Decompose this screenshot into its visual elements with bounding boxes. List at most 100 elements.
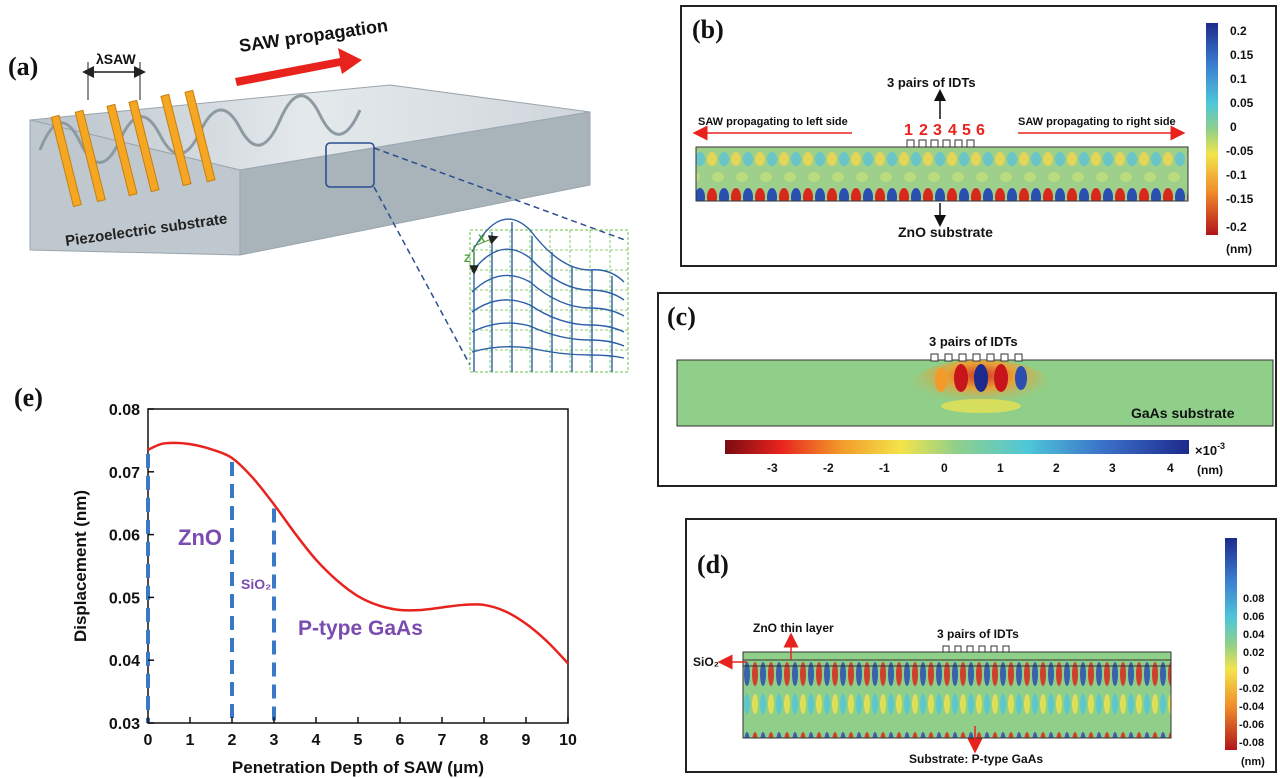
region-dividers xyxy=(146,453,276,723)
svg-text:-0.06: -0.06 xyxy=(1239,719,1264,731)
svg-text:0.1: 0.1 xyxy=(1230,72,1247,86)
svg-text:0.15: 0.15 xyxy=(1230,48,1254,62)
x-tick-label: 9 xyxy=(522,732,531,749)
panel-c-label: (c) xyxy=(667,302,696,331)
zoom-grid: X Z xyxy=(464,218,629,373)
svg-text:-0.02: -0.02 xyxy=(1239,683,1264,695)
svg-text:0.02: 0.02 xyxy=(1243,647,1264,659)
y-tick-label: 0.04 xyxy=(109,653,140,670)
svg-text:0.08: 0.08 xyxy=(1243,593,1264,605)
zno-substrate-field xyxy=(695,146,1189,202)
panel-b-figure: 1 2 3 4 5 6 3 pairs of IDTs SAW propagat… xyxy=(692,23,1254,256)
x-tick-label: 7 xyxy=(438,732,447,749)
svg-text:4: 4 xyxy=(1167,461,1174,475)
svg-text:5: 5 xyxy=(962,122,971,139)
displacement-curve xyxy=(147,441,569,665)
svg-text:-0.04: -0.04 xyxy=(1239,701,1265,713)
gaas-substrate-field-d xyxy=(742,651,1172,739)
svg-text:0.05: 0.05 xyxy=(1230,96,1254,110)
saw-schematic: λSAW SAW propagation Piezoelectric subst… xyxy=(29,15,629,373)
colorbar-c-unit: (nm) xyxy=(1197,463,1223,477)
colorbar-b-unit: (nm) xyxy=(1226,242,1252,256)
y-tick-label: 0.05 xyxy=(109,590,140,607)
displacement-chart: 0 1 2 3 4 5 6 7 8 9 10 0.03 0.04 0.05 0.06 0.07 0.08 Zn… xyxy=(71,402,577,777)
propagation-label: SAW propagation xyxy=(238,15,389,56)
svg-text:-0.2: -0.2 xyxy=(1226,220,1247,234)
zno-thin-layer-label: ZnO thin layer xyxy=(753,621,834,635)
right-propagation-label: SAW propagating to right side xyxy=(1018,116,1176,128)
y-axis-label: Displacement (nm) xyxy=(71,490,90,642)
zno-substrate-label: ZnO substrate xyxy=(898,224,993,240)
colorbar-b xyxy=(1206,23,1218,235)
idt-fingers xyxy=(50,89,216,208)
idt-electrodes-b xyxy=(906,139,975,148)
panel-e: (e) 0 1 2 3 4 5 6 7 8 9 10 0.03 0.04 0.05 0.06 0.07 0.0… xyxy=(0,375,610,778)
colorbar-c-scale: ×10-3 xyxy=(1195,441,1225,458)
region-label-sio2: SiO₂ xyxy=(241,576,271,592)
panel-d-figure: 3 pairs of IDTs ZnO thin layer SiO₂ Subs… xyxy=(693,538,1265,768)
zoom-box xyxy=(325,142,375,188)
svg-text:0: 0 xyxy=(1230,120,1237,134)
svg-text:1: 1 xyxy=(904,122,913,139)
gaas-substrate-label: GaAs substrate xyxy=(1131,405,1235,421)
colorbar-c-ticks: -3 -2 -1 0 1 2 3 4 xyxy=(767,461,1174,475)
y-tick-label: 0.03 xyxy=(109,716,140,733)
propagation-arrow xyxy=(235,48,362,86)
idt-electrodes-c xyxy=(930,353,1023,362)
lambda-label: λSAW xyxy=(96,51,136,67)
idt-label-b: 3 pairs of IDTs xyxy=(887,75,976,90)
svg-text:-0.05: -0.05 xyxy=(1226,144,1254,158)
svg-text:1: 1 xyxy=(997,461,1004,475)
x-tick-label: 0 xyxy=(144,732,153,749)
x-tick-label: 3 xyxy=(270,732,279,749)
panel-d: (d) 3 pairs of IDTs ZnO thin layer SiO₂ … xyxy=(685,518,1277,773)
svg-text:0.04: 0.04 xyxy=(1243,629,1265,641)
svg-text:4: 4 xyxy=(948,122,957,139)
svg-text:2: 2 xyxy=(919,122,928,139)
colorbar-d-ticks: 0.08 0.06 0.04 0.02 0 -0.02 -0.04 -0.06 … xyxy=(1239,593,1265,749)
idt-label-d: 3 pairs of IDTs xyxy=(937,627,1019,641)
y-tick-label: 0.07 xyxy=(109,465,140,482)
svg-text:-0.15: -0.15 xyxy=(1226,192,1254,206)
svg-text:2: 2 xyxy=(1053,461,1060,475)
x-axis-label: Penetration Depth of SAW (μm) xyxy=(232,758,484,777)
svg-text:-0.1: -0.1 xyxy=(1226,168,1247,182)
panel-b-label: (b) xyxy=(692,15,724,44)
idt-numbers-b: 1 2 3 4 5 6 xyxy=(904,122,985,139)
panel-a: (a) λSAW xyxy=(0,0,640,380)
svg-text:6: 6 xyxy=(976,122,985,139)
sio2-label-d: SiO₂ xyxy=(693,655,719,669)
x-tick-label: 6 xyxy=(396,732,405,749)
region-label-gaas: P-type GaAs xyxy=(298,617,423,640)
x-tick-label: 4 xyxy=(312,732,321,749)
panel-b: (b) 1 2 3 4 5 6 xyxy=(680,5,1277,267)
substrate-label-d: Substrate: P-type GaAs xyxy=(909,752,1043,766)
x-tick-label: 8 xyxy=(480,732,489,749)
svg-text:3: 3 xyxy=(1109,461,1116,475)
svg-text:-3: -3 xyxy=(767,461,778,475)
colorbar-d-unit: (nm) xyxy=(1241,756,1265,768)
panel-e-label: (e) xyxy=(14,383,43,412)
svg-text:-0.08: -0.08 xyxy=(1239,737,1264,749)
svg-text:0.2: 0.2 xyxy=(1230,24,1247,38)
x-tick-label: 2 xyxy=(228,732,237,749)
y-tick-label: 0.06 xyxy=(109,528,140,545)
svg-text:0.06: 0.06 xyxy=(1243,611,1264,623)
colorbar-b-ticks: 0.2 0.15 0.1 0.05 0 -0.05 -0.1 -0.15 -0.… xyxy=(1226,24,1254,234)
panel-d-label: (d) xyxy=(697,550,729,579)
x-tick-label: 10 xyxy=(559,732,577,749)
region-label-zno: ZnO xyxy=(178,525,222,550)
x-tick-label: 5 xyxy=(354,732,363,749)
svg-text:3: 3 xyxy=(933,122,942,139)
idt-label-c: 3 pairs of IDTs xyxy=(929,334,1018,349)
idt-electrodes-d xyxy=(942,645,1010,653)
svg-text:-1: -1 xyxy=(879,461,890,475)
colorbar-c xyxy=(725,440,1189,454)
x-tick-label: 1 xyxy=(186,732,195,749)
svg-text:0: 0 xyxy=(1243,665,1249,677)
panel-a-label: (a) xyxy=(8,52,39,81)
panel-c-figure: 3 pairs of IDTs GaAs substrate -3 -2 -1 … xyxy=(676,334,1274,477)
y-tick-label: 0.08 xyxy=(109,402,140,419)
plot-frame xyxy=(147,408,569,724)
y-ticks: 0.03 0.04 0.05 0.06 0.07 0.08 xyxy=(109,402,154,733)
